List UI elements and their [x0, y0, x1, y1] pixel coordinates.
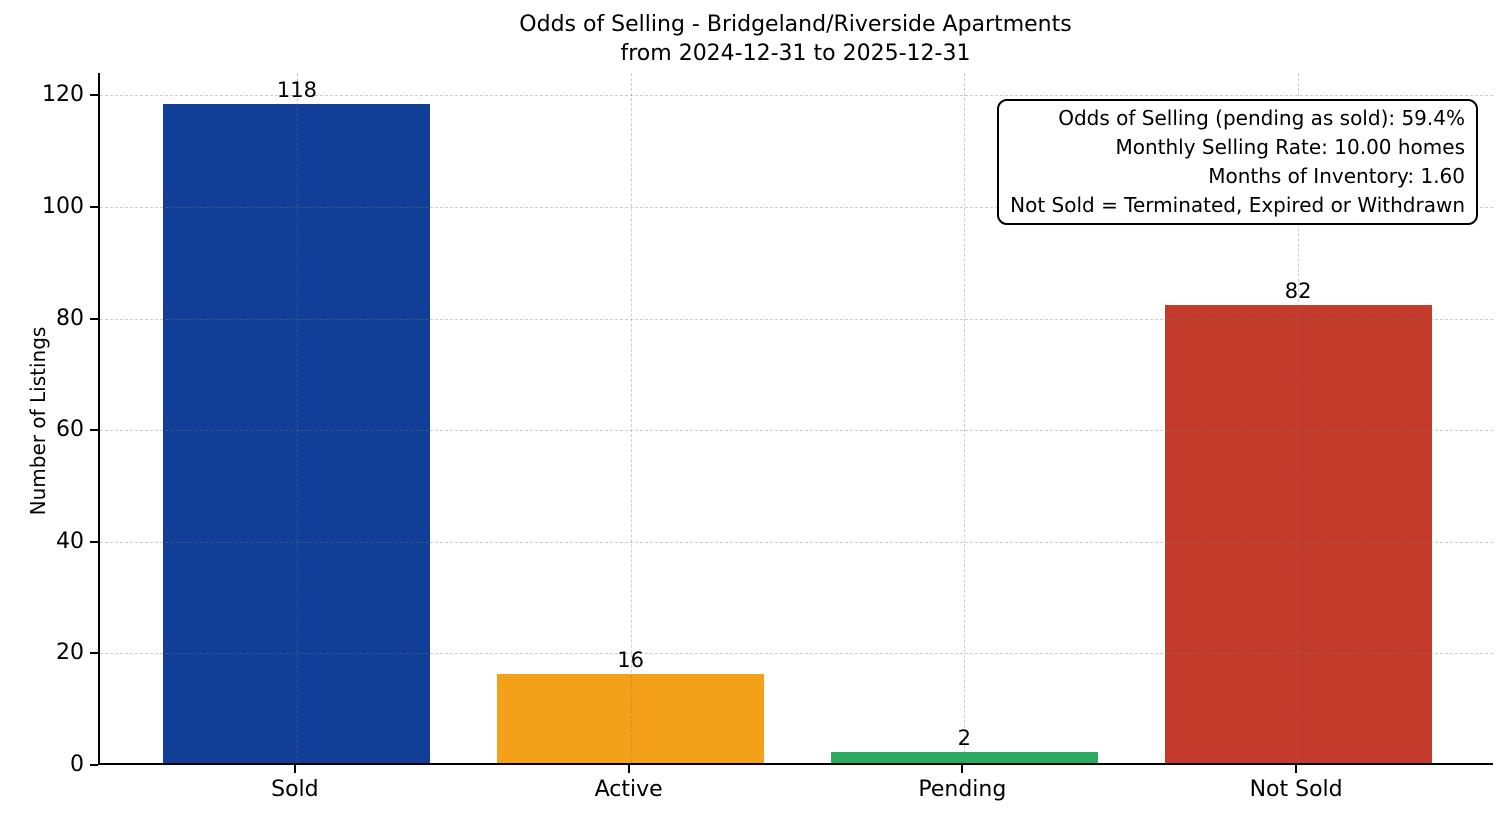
y-tick-mark [90, 540, 98, 543]
y-tick-mark [90, 317, 98, 320]
x-tick-label: Pending [918, 777, 1007, 802]
x-tick-mark [961, 765, 964, 773]
y-tick-label: 100 [42, 193, 84, 219]
x-tick-mark [627, 765, 630, 773]
x-tick-label: Sold [271, 777, 319, 802]
bars-layer [100, 73, 1493, 763]
bar-pending [830, 751, 1098, 763]
annotation-line-rate: Monthly Selling Rate: 10.00 homes [1115, 135, 1465, 159]
chart-title: Odds of Selling - Bridgeland/Riverside A… [519, 12, 1072, 66]
y-tick-label: 80 [56, 305, 84, 331]
x-tick-label: Active [594, 777, 663, 802]
labels-layer: 118 16 2 82 [100, 73, 1493, 763]
y-tick-mark [90, 429, 98, 432]
bar-value-label: 2 [957, 725, 972, 750]
y-tick-label: 120 [42, 82, 84, 108]
annotation-line-inventory: Months of Inventory: 1.60 [1208, 164, 1465, 188]
bar-value-label: 16 [617, 647, 644, 672]
annotation-line-notsold: Not Sold = Terminated, Expired or Withdr… [1010, 193, 1465, 217]
bar-not-sold [1164, 305, 1432, 763]
bar-active [497, 673, 765, 763]
y-tick-label: 60 [56, 417, 84, 443]
x-tick-mark [293, 765, 296, 773]
bar-value-label: 118 [276, 78, 317, 103]
y-tick-label: 40 [56, 528, 84, 554]
y-tick-mark [90, 652, 98, 655]
y-tick-label: 0 [70, 752, 84, 777]
bar-sold [163, 104, 431, 763]
y-tick-mark [90, 205, 98, 208]
y-tick-mark [90, 94, 98, 97]
annotation-box: Odds of Selling (pending as sold): 59.4%… [997, 99, 1478, 225]
x-tick-mark [1295, 765, 1298, 773]
annotation-line-odds: Odds of Selling (pending as sold): 59.4% [1058, 106, 1465, 130]
x-tick-label: Not Sold [1249, 777, 1343, 802]
y-tick-label: 20 [56, 640, 84, 666]
bar-value-label: 82 [1284, 279, 1312, 304]
y-tick-mark [90, 764, 98, 766]
